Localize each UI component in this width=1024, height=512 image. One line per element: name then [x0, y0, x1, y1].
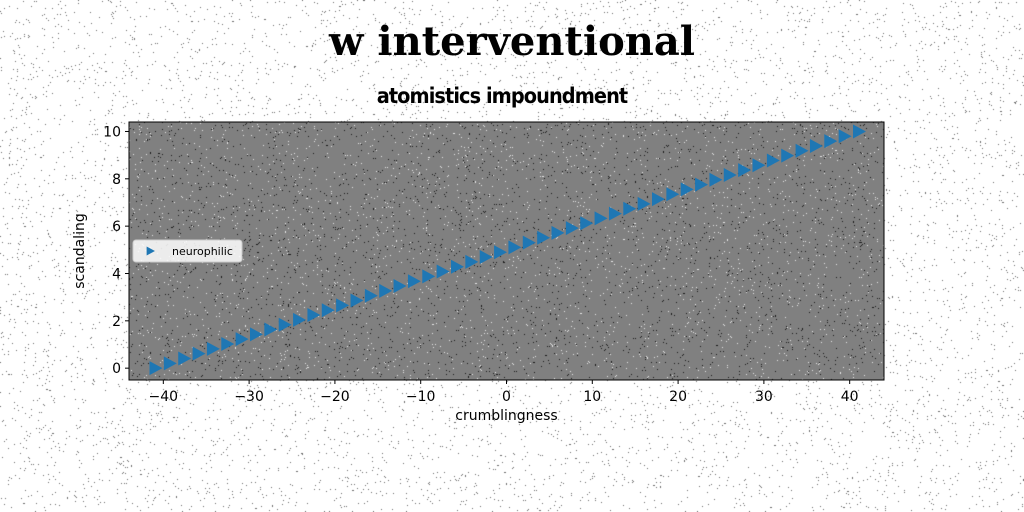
y-tick-label: 8	[112, 172, 121, 188]
series-marker	[565, 221, 579, 236]
y-tick-label: 10	[103, 124, 121, 140]
x-tick-label: −30	[234, 389, 264, 405]
series-marker	[393, 279, 407, 294]
series-marker	[666, 187, 680, 202]
series-marker	[307, 308, 321, 323]
series-marker	[853, 124, 866, 139]
series-marker	[436, 264, 450, 279]
series-marker	[522, 235, 536, 250]
series-marker	[336, 298, 350, 313]
legend[interactable]: neurophilic	[132, 239, 243, 263]
series-marker	[795, 143, 809, 158]
series-marker	[652, 192, 665, 207]
series-marker	[608, 206, 622, 221]
series-marker	[695, 177, 709, 192]
y-tick-label: 6	[112, 219, 121, 235]
series-marker	[479, 250, 493, 265]
series-marker	[321, 303, 335, 318]
figure-suptitle: w interventional	[329, 18, 695, 65]
x-tick-label: 0	[502, 389, 511, 405]
series-marker	[838, 129, 852, 144]
series-marker	[163, 356, 177, 371]
series-marker	[809, 138, 823, 153]
y-tick-label: 2	[112, 314, 121, 330]
series-marker	[379, 283, 393, 298]
series-marker	[206, 341, 220, 356]
series-marker	[752, 158, 766, 173]
series-marker	[766, 153, 780, 168]
y-tick-label: 0	[112, 361, 121, 377]
series-marker	[264, 322, 278, 337]
y-axis: 0 2 4 6 8 10	[103, 124, 129, 377]
series-marker	[465, 254, 479, 269]
series-marker	[537, 230, 551, 245]
series-marker	[580, 216, 594, 231]
series-marker	[293, 312, 307, 327]
x-tick-label: 30	[755, 389, 773, 405]
x-axis: −40 −30 −20 −10 0 10 20 30 40	[149, 380, 859, 405]
series-marker	[350, 293, 364, 308]
series-marker	[178, 351, 192, 366]
chart-title: atomistics impoundment	[376, 84, 628, 108]
series-marker	[680, 182, 694, 197]
series-marker	[623, 201, 637, 216]
series-marker	[249, 327, 263, 342]
series-markers	[149, 124, 866, 376]
series-marker	[508, 240, 522, 255]
series-marker	[221, 337, 235, 352]
x-tick-label: −10	[406, 389, 436, 405]
legend-marker-triangle-right-icon	[146, 246, 155, 256]
x-tick-label: −20	[320, 389, 350, 405]
series-marker	[637, 196, 651, 211]
series-marker	[494, 245, 508, 260]
series-marker	[723, 167, 737, 182]
series-marker	[824, 134, 838, 149]
legend-box	[132, 239, 243, 263]
series-marker	[364, 288, 378, 303]
series-marker	[551, 225, 565, 240]
series-marker	[738, 163, 752, 178]
legend-label: neurophilic	[172, 245, 233, 258]
x-tick-label: 40	[841, 389, 859, 405]
series-marker	[781, 148, 795, 163]
series-marker	[192, 346, 206, 361]
series-marker	[594, 211, 608, 226]
y-tick-label: 4	[112, 266, 121, 282]
series-marker	[149, 361, 163, 376]
x-axis-label: crumblingness	[455, 408, 557, 424]
x-tick-label: −40	[149, 389, 179, 405]
x-tick-label: 10	[583, 389, 601, 405]
series-marker	[407, 274, 421, 289]
series-marker	[709, 172, 723, 187]
series-marker	[422, 269, 436, 284]
series-marker	[235, 332, 249, 347]
series-marker	[278, 317, 292, 332]
x-tick-label: 20	[669, 389, 687, 405]
y-axis-label: scandaling	[72, 213, 88, 288]
series-marker	[450, 259, 464, 274]
